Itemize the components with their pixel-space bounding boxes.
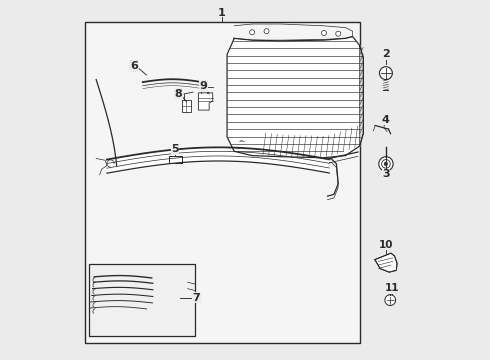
Text: 3: 3 bbox=[382, 169, 390, 179]
Circle shape bbox=[382, 159, 390, 168]
Circle shape bbox=[384, 162, 388, 166]
Circle shape bbox=[385, 295, 395, 306]
Polygon shape bbox=[375, 253, 397, 272]
Text: 5: 5 bbox=[172, 144, 179, 154]
Bar bbox=[89, 264, 195, 336]
Polygon shape bbox=[227, 37, 364, 158]
Text: 8: 8 bbox=[174, 89, 182, 99]
Polygon shape bbox=[182, 100, 191, 112]
Circle shape bbox=[379, 67, 392, 80]
Text: 9: 9 bbox=[199, 81, 207, 91]
Circle shape bbox=[264, 29, 269, 34]
Circle shape bbox=[379, 157, 393, 171]
Text: 11: 11 bbox=[385, 283, 399, 293]
Polygon shape bbox=[198, 93, 213, 110]
Circle shape bbox=[336, 31, 341, 36]
Circle shape bbox=[321, 31, 326, 36]
Text: 7: 7 bbox=[193, 293, 200, 303]
Bar bbox=[85, 22, 360, 343]
Circle shape bbox=[250, 30, 255, 35]
Text: 1: 1 bbox=[218, 8, 225, 18]
Text: 4: 4 bbox=[382, 115, 390, 125]
Text: 10: 10 bbox=[379, 239, 393, 249]
Text: 2: 2 bbox=[382, 49, 390, 59]
Polygon shape bbox=[360, 45, 364, 146]
Text: 6: 6 bbox=[130, 61, 138, 71]
